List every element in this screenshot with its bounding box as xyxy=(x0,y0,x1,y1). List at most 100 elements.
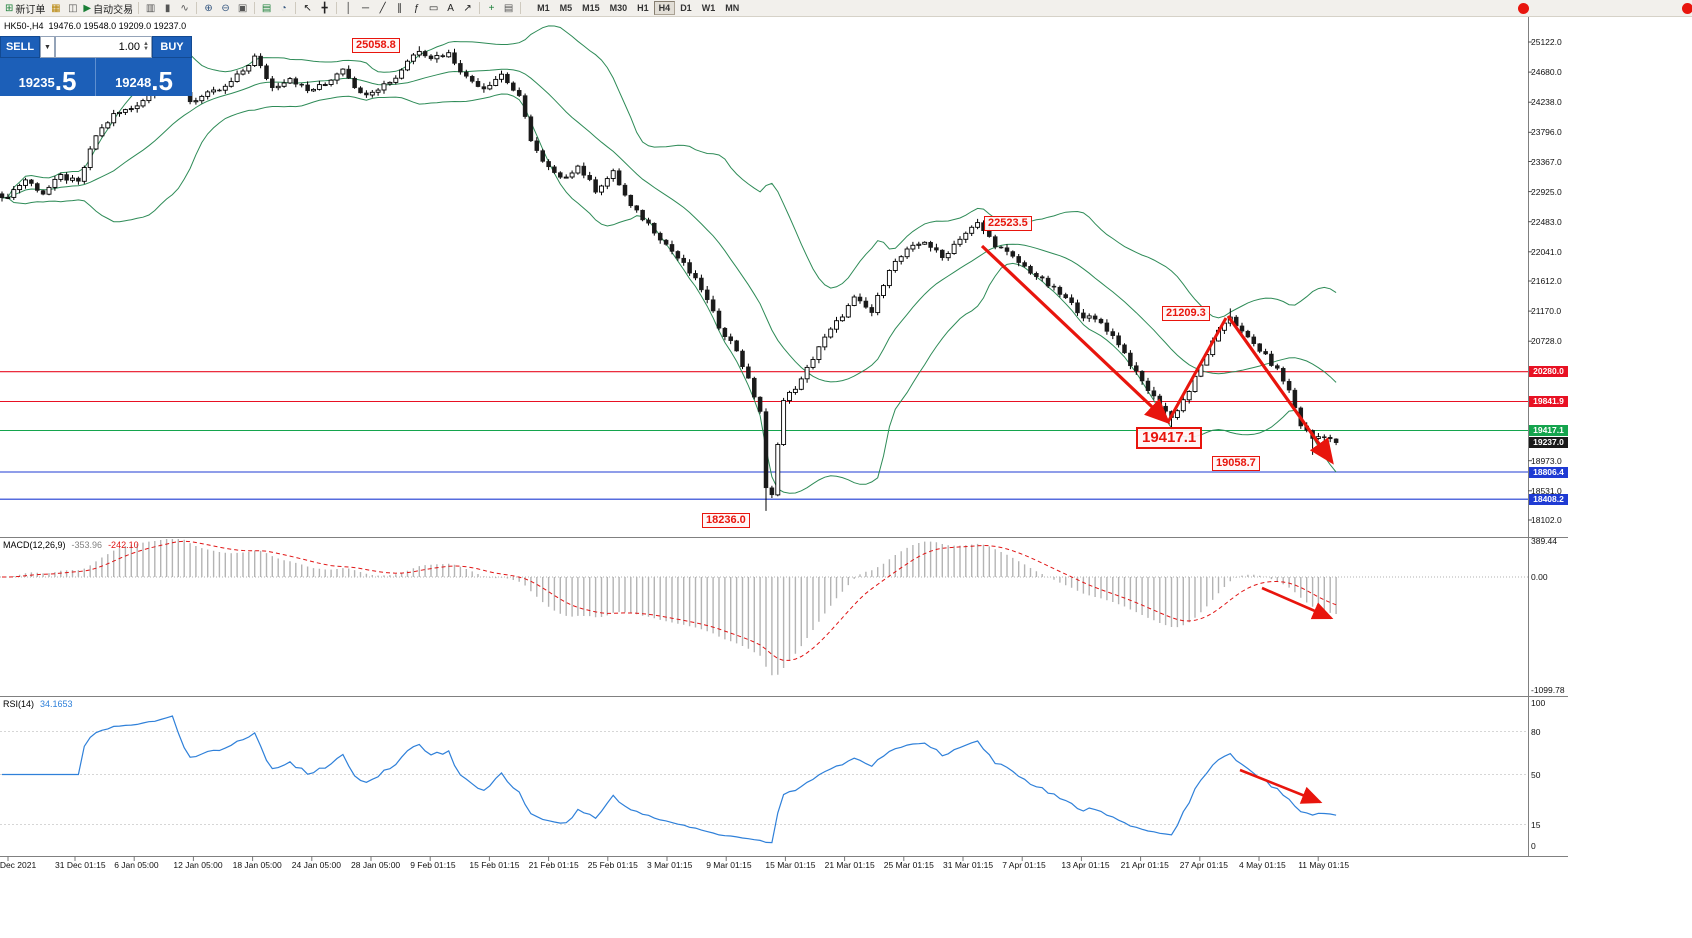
buy-price-main: 19248 xyxy=(115,75,152,90)
sell-button[interactable]: SELL xyxy=(0,36,40,58)
timeframe-d1[interactable]: D1 xyxy=(680,3,692,13)
profiles-icon: ◫ xyxy=(68,2,78,14)
line-chart-button[interactable]: ∿ xyxy=(176,1,193,16)
macd-axis-label: 0.00 xyxy=(1531,572,1548,582)
buy-price-fraction: .5 xyxy=(151,66,173,96)
macd-axis-label: -1099.78 xyxy=(1531,685,1565,695)
timeframe-m30[interactable]: M30 xyxy=(609,3,628,13)
auto-trading-button-label: 自动交易 xyxy=(93,4,134,16)
toolbar-separator xyxy=(138,2,140,14)
templates-icon: ▤ xyxy=(503,2,514,14)
timeframe-m1[interactable]: M1 xyxy=(537,3,550,13)
trendline-icon: ╱ xyxy=(379,2,386,14)
fibonacci-button[interactable]: ƒ xyxy=(408,1,425,16)
macd-title: MACD(12,26,9) xyxy=(3,540,66,550)
profiles-button[interactable]: ◫ xyxy=(64,1,81,16)
toolbar-separator xyxy=(254,2,256,14)
time-axis-label: 12 Jan 05:00 xyxy=(173,860,223,870)
horizontal-line-button[interactable]: ─ xyxy=(357,1,374,16)
notification-icon[interactable] xyxy=(1682,3,1692,14)
time-axis-label: 11 May 01:15 xyxy=(1298,860,1350,870)
lot-stepper[interactable]: ▲ ▼ xyxy=(143,41,149,52)
buy-price-button[interactable]: 19248.5 xyxy=(96,58,192,96)
lot-dropdown[interactable]: ▼ xyxy=(40,36,55,58)
time-axis-label: 7 Apr 01:15 xyxy=(1002,860,1046,870)
toolbar-separator xyxy=(336,2,338,14)
alert-icon[interactable] xyxy=(1518,3,1529,14)
text-icon: A xyxy=(447,2,454,14)
zoom-in-icon: ⊕ xyxy=(204,2,213,14)
price-annotation: 22523.5 xyxy=(984,216,1032,231)
lot-size-field[interactable]: 1.00 ▲ ▼ xyxy=(55,36,152,58)
templates-button[interactable]: ▤ xyxy=(500,1,517,16)
timeframe-mn[interactable]: MN xyxy=(725,3,740,13)
vertical-line-icon: │ xyxy=(345,2,352,14)
price-chart-canvas[interactable] xyxy=(0,0,1568,938)
stepper-up-icon[interactable]: ▲ xyxy=(143,41,149,47)
new-order-icon: ⊞ xyxy=(5,2,14,14)
macd-value-main: -353.96 xyxy=(71,540,103,550)
timeframe-m15[interactable]: M15 xyxy=(582,3,600,13)
time-axis-label: 9 Mar 01:15 xyxy=(706,860,752,870)
trendline-button[interactable]: ╱ xyxy=(374,1,391,16)
rsi-axis-label: 50 xyxy=(1531,769,1541,780)
auto-trading-button[interactable]: ▶ 自动交易 xyxy=(81,1,135,16)
time-axis-label: 31 Dec 01:15 xyxy=(55,860,106,870)
tile-windows-button[interactable]: ▣ xyxy=(234,1,251,16)
charts-window-button[interactable]: ▦ xyxy=(47,1,64,16)
rsi-axis-label: 15 xyxy=(1531,819,1541,830)
time-axis-label: 18 Jan 05:00 xyxy=(232,860,282,870)
price-axis-label: 21612.0 xyxy=(1531,276,1562,286)
price-axis-label: 18102.0 xyxy=(1531,515,1562,525)
vertical-line-button[interactable]: │ xyxy=(340,1,357,16)
line-chart-icon: ∿ xyxy=(180,2,189,14)
price-annotation: 25058.8 xyxy=(352,38,400,53)
zoom-out-icon: ⊖ xyxy=(221,2,230,14)
new-chart-icon: ▤ xyxy=(261,2,272,14)
time-axis-label: 13 Apr 01:15 xyxy=(1061,860,1110,870)
timeframe-toolbar: M1 M5 M15 M30 H1 H4 D1 W1 MN xyxy=(532,1,744,15)
sell-price-fraction: .5 xyxy=(54,66,77,96)
price-axis-label: 22925.0 xyxy=(1531,186,1562,197)
rsi-axis-label: 100 xyxy=(1531,698,1546,708)
timeframe-w1[interactable]: W1 xyxy=(701,3,716,13)
time-axis-label: 31 Mar 01:15 xyxy=(943,860,994,870)
sell-price-button[interactable]: 19235.5 xyxy=(0,58,96,96)
current-price-badge: 19237.0 xyxy=(1529,437,1568,449)
periods-button[interactable]: ◔ xyxy=(275,1,292,16)
macd-value-signal: -242.10 xyxy=(108,540,139,550)
price-annotation: 19417.1 xyxy=(1136,427,1203,449)
new-chart-button[interactable]: ▤ xyxy=(258,1,275,16)
macd-label: MACD(12,26,9) -353.96 -242.10 xyxy=(3,540,145,550)
timeframe-h4[interactable]: H4 xyxy=(653,1,676,15)
sell-price-main: 19235 xyxy=(18,75,55,90)
candlestick-chart-button[interactable]: ▮ xyxy=(159,1,176,16)
indicators-button[interactable]: + xyxy=(483,1,500,16)
channel-button[interactable]: ∥ xyxy=(391,1,408,16)
shapes-button[interactable]: ▭ xyxy=(425,1,442,16)
new-order-button[interactable]: ⊞ 新订单 xyxy=(3,1,47,16)
fibonacci-icon: ƒ xyxy=(413,2,420,14)
zoom-in-button[interactable]: ⊕ xyxy=(200,1,217,16)
toolbar-separator xyxy=(196,2,198,14)
time-axis-label: 24 Jan 05:00 xyxy=(291,860,341,870)
timeframe-h1[interactable]: H1 xyxy=(637,3,649,13)
time-axis-label: 4 May 01:15 xyxy=(1239,860,1286,870)
price-axis-label: 20728.0 xyxy=(1531,336,1562,347)
timeframe-m5[interactable]: M5 xyxy=(559,3,573,13)
price-axis-label: 23796.0 xyxy=(1531,127,1562,138)
stepper-down-icon[interactable]: ▼ xyxy=(143,46,149,52)
chart-ohlc-values: 19476.0 19548.0 19209.0 19237.0 xyxy=(48,21,187,31)
lot-size-value[interactable]: 1.00 xyxy=(118,41,141,53)
arrows-button[interactable]: ↗ xyxy=(459,1,476,16)
buy-button[interactable]: BUY xyxy=(152,36,192,58)
bar-chart-button[interactable]: ▥ xyxy=(142,1,159,16)
crosshair-button[interactable]: ╋ xyxy=(316,1,333,16)
price-axis-label: 18973.0 xyxy=(1531,455,1562,466)
cursor-icon: ↖ xyxy=(303,2,312,14)
time-axis-label: 21 Apr 01:15 xyxy=(1120,860,1169,870)
zoom-out-button[interactable]: ⊖ xyxy=(217,1,234,16)
time-axis-label: 15 Feb 01:15 xyxy=(469,860,520,870)
text-button[interactable]: A xyxy=(442,1,459,16)
cursor-button[interactable]: ↖ xyxy=(299,1,316,16)
